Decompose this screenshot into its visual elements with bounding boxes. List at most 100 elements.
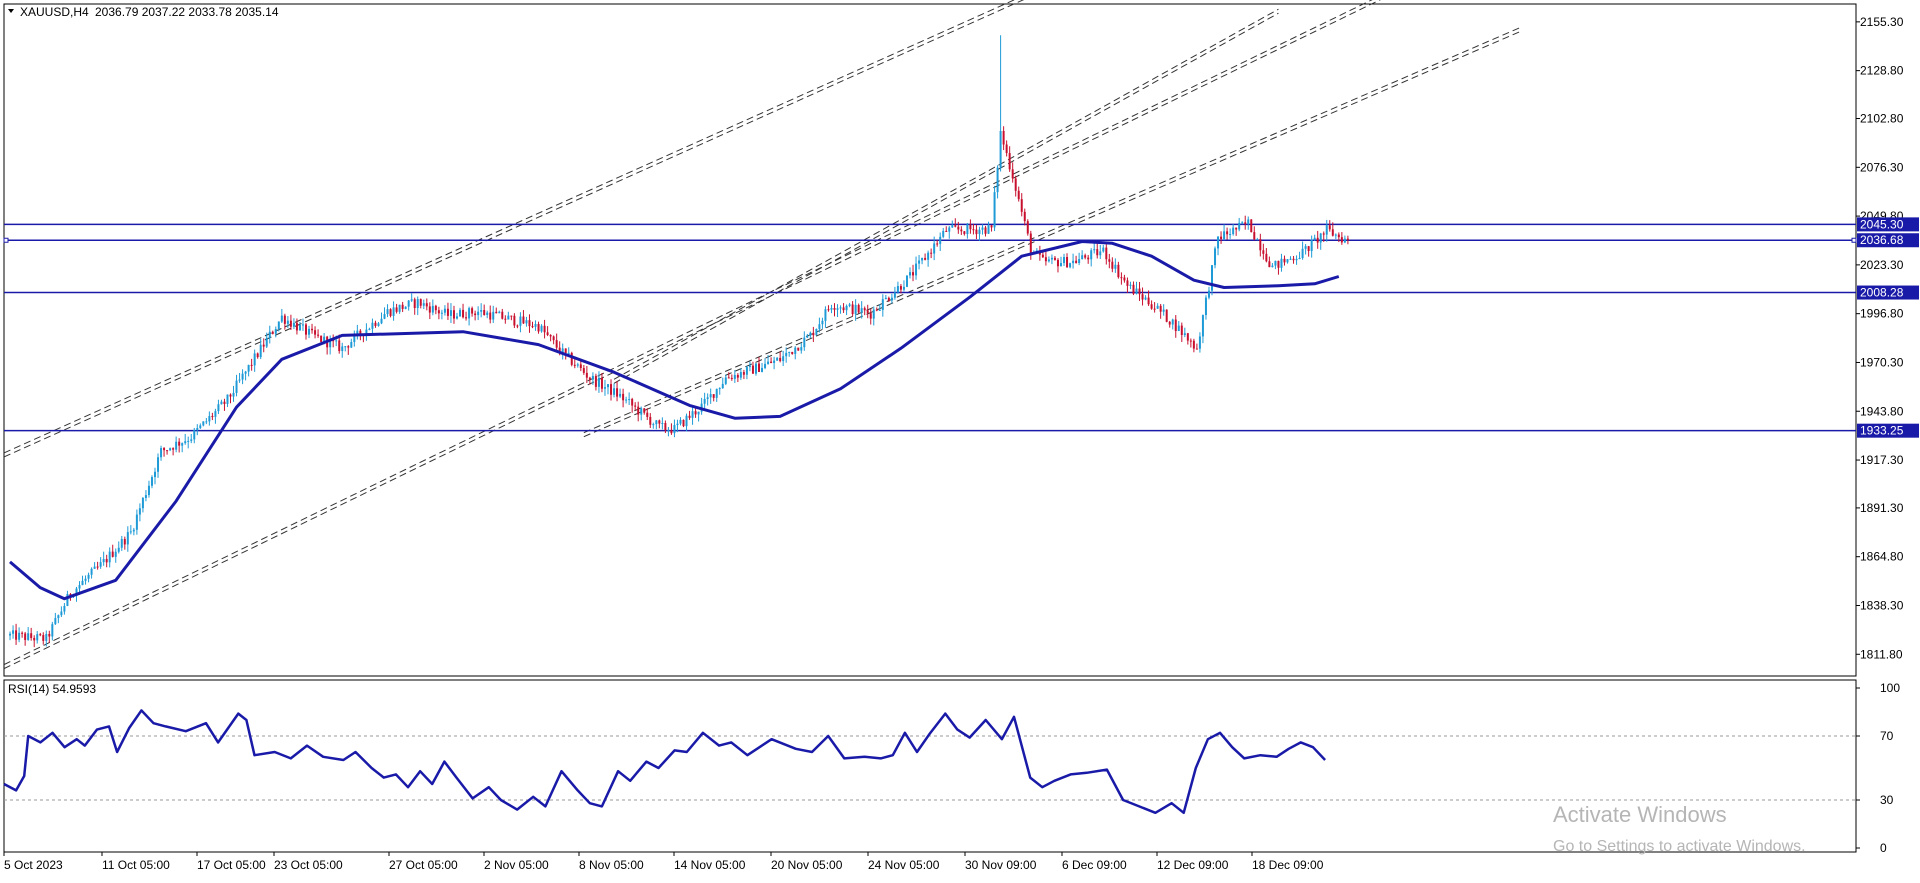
channel-line [3,0,1025,458]
candle-body [1066,257,1069,268]
candle-body [317,334,320,336]
candle-body [830,308,833,310]
candle-body [199,425,202,429]
candle-body [157,457,160,472]
price-tick-label: 1838.30 [1860,598,1904,612]
candle-body [314,330,317,335]
candle-body [673,425,676,434]
candle-body [1201,315,1204,337]
candle-body [1340,237,1343,243]
candle-body [404,306,407,309]
candle-body [582,368,585,373]
channel-line [3,0,1381,670]
candle-body [1174,319,1177,332]
candle-body [486,312,489,315]
candle-body [884,297,887,300]
candle-body [1008,153,1011,170]
candle-body [308,328,311,335]
candle-body [440,312,443,314]
candle-body [395,307,398,312]
candle-body [135,514,138,530]
candle-body [111,551,114,557]
candle-body [1029,233,1032,254]
candle-body [380,318,383,324]
candle-body [912,272,915,276]
candle-body [1204,297,1207,316]
candle-body [1192,340,1195,349]
moving-average-line [9,240,1340,601]
candle-body [597,377,600,387]
candle-body [51,624,54,637]
candle-body [1259,239,1262,251]
price-tick-label: 1811.80 [1860,647,1903,661]
candle-body [175,441,178,450]
candle-body [1069,263,1072,268]
candle-body [462,309,465,318]
candle-body [724,377,727,384]
candle-body [102,558,105,563]
candle-body [764,363,767,368]
candle-body [594,375,597,387]
candle-body [555,340,558,348]
candle-body [347,346,350,348]
candle-body [1186,333,1189,341]
candle-body [1177,325,1180,332]
candle-body [1277,260,1280,268]
candle-body [416,299,419,309]
candle-body [456,316,458,319]
candle-body [350,341,353,348]
menu-triangle-icon[interactable] [8,9,14,13]
candle-body [250,364,253,366]
candle-body [739,372,742,378]
candle-body [534,324,537,327]
candle-body [842,307,845,311]
candle-body [48,633,51,637]
level-tag-label: 2036.68 [1860,233,1904,247]
candle-body [767,361,770,364]
candle-body [779,357,782,362]
candle-body [1337,234,1340,238]
candle-body [625,399,628,401]
candle-body [144,495,147,498]
candle-body [1141,294,1144,300]
candle-body [1090,250,1093,260]
candle-body [1274,260,1277,266]
candle-body [1238,222,1241,230]
candle-body [259,344,262,358]
candle-body [377,323,380,326]
candle-body [235,380,238,393]
candle-body [33,637,36,641]
candle-body [45,633,48,641]
candle-body [63,605,66,612]
candle-body [36,634,39,641]
candle-body [489,312,492,320]
candle-body [751,365,754,374]
candle-body [265,337,268,347]
candle-body [558,347,561,354]
candle-body [567,352,570,354]
candle-body [1153,308,1156,310]
candle-body [220,401,223,405]
candle-body [933,243,936,254]
candle-body [1328,225,1331,230]
candle-body [295,322,298,331]
candle-body [646,412,649,417]
candle-body [576,364,579,366]
time-tick-label: 18 Dec 09:00 [1252,858,1324,872]
channel-line [3,0,1016,454]
candle-body [274,329,277,334]
candle-body [1108,259,1111,262]
candle-body [1023,211,1026,222]
candle-body [344,346,347,348]
candle-body [818,324,821,329]
candle-body [797,347,800,351]
candle-body [948,227,951,232]
level-tag-label: 2045.30 [1860,217,1904,231]
candles-group [9,35,1349,648]
candle-body [105,558,108,563]
candle-body [1180,325,1183,336]
candle-body [975,229,978,235]
candle-body [459,309,462,317]
candle-body [292,322,295,327]
